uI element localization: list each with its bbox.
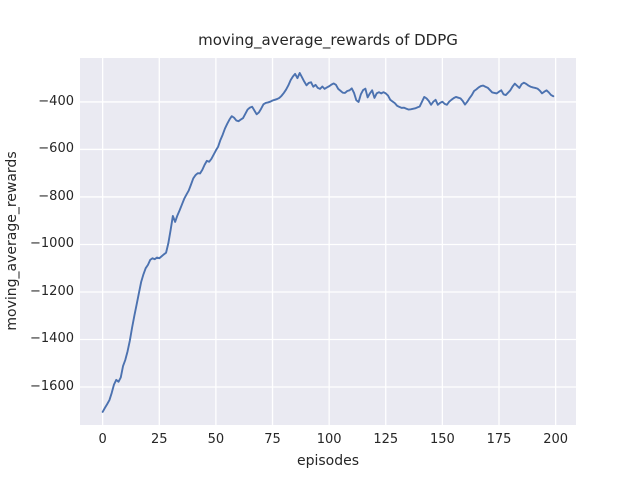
x-tick-label: 75 bbox=[264, 432, 281, 447]
y-tick-label: −1200 bbox=[30, 283, 74, 299]
y-tick-label: −800 bbox=[38, 188, 74, 204]
x-tick-label: 200 bbox=[543, 432, 569, 447]
x-tick-label: 0 bbox=[98, 432, 107, 447]
x-axis-label: episodes bbox=[296, 453, 360, 469]
x-tick-label: 100 bbox=[316, 432, 342, 447]
plot-background bbox=[80, 58, 576, 425]
y-tick-label: −400 bbox=[38, 93, 74, 109]
chart-title: moving_average_rewards of DDPG bbox=[198, 31, 458, 49]
y-tick-label: −600 bbox=[38, 141, 74, 157]
reward-line bbox=[101, 72, 555, 413]
y-tick-label: −1600 bbox=[30, 378, 74, 394]
x-tick-label: 175 bbox=[486, 432, 512, 447]
x-tick-label: 150 bbox=[429, 432, 455, 447]
y-tick-label: −1000 bbox=[30, 236, 74, 252]
y-tick-label: −1400 bbox=[30, 331, 74, 347]
x-tick-label: 125 bbox=[373, 432, 399, 447]
x-tick-label: 50 bbox=[207, 432, 225, 447]
x-tick-label: 25 bbox=[150, 432, 168, 447]
